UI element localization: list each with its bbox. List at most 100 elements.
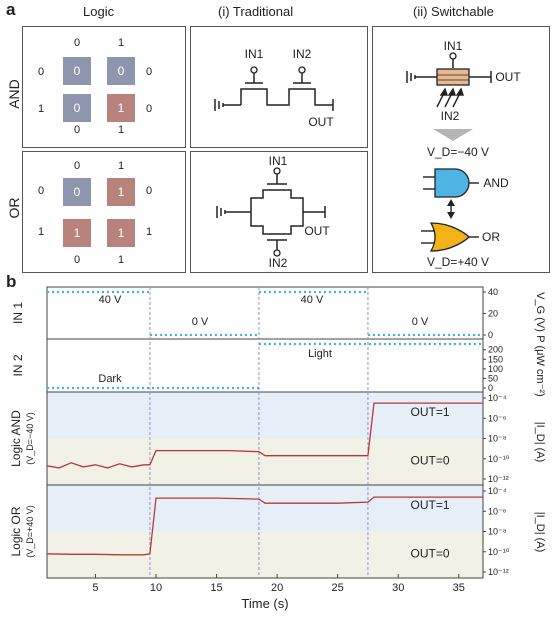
and-cell-00: 0	[63, 57, 91, 85]
row-label-and: AND	[6, 79, 22, 109]
and-right-0: 0	[145, 66, 153, 78]
x-tick-label: 15	[210, 582, 222, 594]
row-sublabel: (V_D=+40 V)	[25, 505, 35, 558]
row-label: IN 1	[11, 302, 25, 324]
trad-and-in1: IN1	[244, 47, 264, 61]
in1-annotation: 0 V	[192, 316, 209, 328]
right-axis-label: |I_D| (A)	[534, 422, 546, 463]
sw-vd-neg: V_D=−40 V	[426, 145, 490, 159]
or-right-1: 1	[145, 226, 153, 238]
log-ytick: 10⁻⁸	[488, 434, 507, 444]
trad-or-in2: IN2	[268, 256, 288, 270]
in1-ytick: 40	[488, 287, 498, 297]
log-ytick: 10⁻¹²	[488, 474, 509, 484]
row-label: IN 2	[11, 354, 25, 376]
in2-annotation: Dark	[98, 373, 122, 385]
in2-ytick: 50	[488, 373, 498, 383]
and-logic-panel: 0 1 0 1 0 0 0 1 0 0 0 1	[22, 26, 186, 148]
or-left-1: 1	[37, 226, 45, 238]
header-traditional: (i) Traditional	[218, 4, 294, 19]
panel-a-letter: a	[6, 0, 16, 19]
and-cell-11: 1	[107, 94, 135, 122]
parallel-circuit	[216, 167, 326, 257]
and-bottom-0: 0	[73, 124, 81, 136]
traditional-or-panel: IN1 IN2 OUT	[190, 151, 368, 273]
in1-annotation: 40 V	[301, 294, 324, 306]
x-tick-label: 35	[453, 582, 465, 594]
or-cell-01: 1	[107, 178, 135, 206]
and-bottom-1: 1	[117, 124, 125, 136]
or-top-0: 0	[73, 160, 81, 172]
x-tick-label: 30	[392, 582, 404, 594]
right-axis-label: V_G (V)	[534, 292, 546, 332]
row-label-or: OR	[6, 197, 22, 219]
x-tick-label: 20	[271, 582, 283, 594]
or-cell-00: 0	[63, 178, 91, 206]
log-ytick: 10⁻⁴	[488, 393, 507, 403]
log-ytick: 10⁻¹⁰	[488, 454, 510, 464]
switchable-device	[406, 52, 492, 252]
or-logic-panel: 0 1 0 1 0 1 0 1 0 1 1 1	[22, 151, 186, 273]
and-trace	[46, 402, 483, 469]
out-low-label: OUT=0	[410, 454, 449, 468]
x-axis-label: Time (s)	[241, 596, 288, 611]
out-high-label: OUT=1	[410, 498, 449, 512]
or-right-0: 0	[145, 185, 153, 197]
or-cell-11: 1	[107, 219, 135, 247]
chart-frame	[46, 286, 484, 579]
or-bottom-1: 1	[117, 254, 125, 266]
traditional-and-panel: IN1 IN2 OUT	[190, 26, 368, 148]
in2-ytick: 0	[488, 383, 493, 393]
and-right-1: 0	[145, 103, 153, 115]
out-high-label: OUT=1	[410, 405, 449, 419]
header-logic: Logic	[83, 4, 115, 19]
and-left-1: 1	[37, 103, 45, 115]
right-axis-label: P (μW cm⁻²)	[534, 335, 546, 396]
x-tick-label: 5	[92, 582, 98, 594]
log-ytick: 10⁻⁶	[488, 506, 507, 516]
and-cell-10: 0	[63, 94, 91, 122]
or-bottom-0: 0	[73, 254, 81, 266]
in1-annotation: 40 V	[99, 294, 122, 306]
sw-vd-pos: V_D=+40 V	[426, 255, 490, 269]
and-cell-01: 0	[107, 57, 135, 85]
in2-ytick: 150	[488, 354, 503, 364]
or-left-0: 0	[37, 185, 45, 197]
in2-annotation: Light	[308, 348, 332, 360]
trad-or-in1: IN1	[268, 154, 288, 168]
log-ytick: 10⁻¹⁰	[488, 547, 510, 557]
in2-ytick: 100	[488, 364, 503, 374]
high-shade	[47, 392, 483, 439]
log-ytick: 10⁻⁸	[488, 527, 507, 537]
log-ytick: 10⁻⁶	[488, 413, 507, 423]
in2-ytick: 200	[488, 345, 503, 355]
header-switchable: (ii) Switchable	[413, 4, 494, 19]
series-circuit	[214, 66, 334, 111]
sw-in1: IN1	[443, 39, 463, 53]
or-top-1: 1	[117, 160, 125, 172]
x-tick-label: 25	[332, 582, 344, 594]
and-top-0: 0	[73, 37, 81, 49]
sw-gate-and: AND	[483, 176, 509, 190]
trad-and-in2: IN2	[292, 47, 312, 61]
sw-out: OUT	[495, 70, 521, 84]
panel-b-letter: b	[6, 272, 17, 291]
log-ytick: 10⁻¹²	[488, 567, 509, 577]
and-top-1: 1	[117, 37, 125, 49]
log-ytick: 10⁻⁴	[488, 486, 507, 496]
row-label: Logic OR	[9, 506, 23, 556]
row-label: Logic AND	[9, 410, 23, 467]
or-trace	[46, 496, 483, 556]
sw-gate-or: OR	[482, 230, 500, 244]
trad-and-out: OUT	[308, 115, 334, 129]
or-cell-10: 1	[63, 219, 91, 247]
in1-ytick: 20	[488, 309, 498, 319]
sw-in2: IN2	[440, 109, 460, 123]
high-shade	[47, 485, 483, 532]
in1-annotation: 0 V	[412, 316, 429, 328]
right-axis-label: |I_D| (A)	[534, 512, 546, 553]
row-sublabel: (V_D=−40 V)	[25, 412, 35, 465]
and-left-0: 0	[37, 66, 45, 78]
